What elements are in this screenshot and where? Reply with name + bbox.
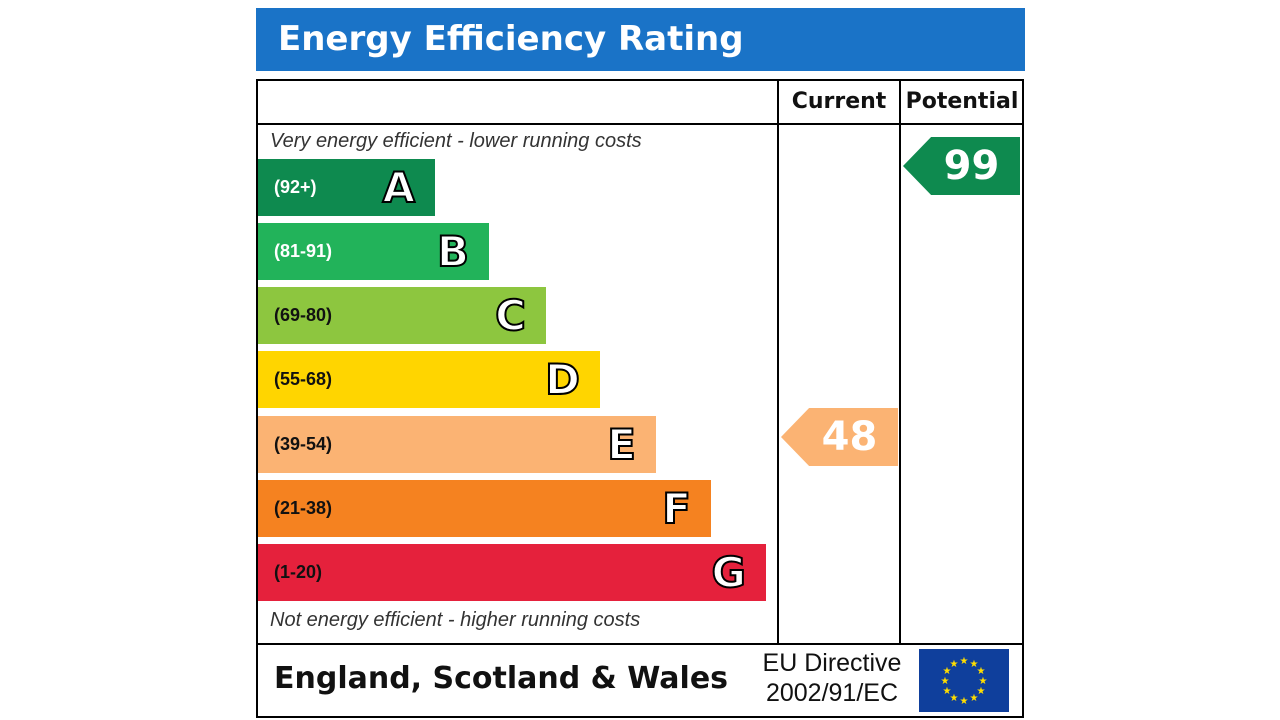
- footer-directive: EU Directive 2002/91/EC: [752, 648, 912, 708]
- note-top: Very energy efficient - lower running co…: [270, 130, 642, 152]
- band-a: (92+) A: [258, 159, 435, 216]
- column-header-current: Current: [791, 89, 887, 114]
- eu-flag-stars: ★ ★★ ★★★ ★★★ ★★★: [941, 656, 988, 707]
- band-d: (55-68) D: [258, 351, 600, 408]
- svg-text:★: ★: [979, 676, 988, 687]
- svg-text:★: ★: [960, 656, 969, 667]
- potential-rating-arrow: 99: [903, 137, 1020, 195]
- column-header-potential: Potential: [905, 89, 1019, 114]
- band-range-label: (81-91): [274, 241, 333, 261]
- svg-text:★: ★: [970, 693, 979, 704]
- svg-text:★: ★: [977, 666, 986, 677]
- header-row-divider: [256, 123, 1024, 125]
- band-letter: A: [381, 162, 415, 213]
- band-range-label: (39-54): [274, 434, 333, 454]
- svg-text:★: ★: [977, 686, 986, 697]
- band-g: (1-20) G: [258, 544, 766, 601]
- svg-text:★: ★: [943, 686, 952, 697]
- divider-current: [777, 79, 779, 645]
- current-rating-arrow: 48: [781, 408, 898, 466]
- footer-country: England, Scotland & Wales: [274, 661, 729, 696]
- rating-frame: [256, 79, 1024, 718]
- svg-text:★: ★: [970, 659, 979, 670]
- svg-text:★: ★: [943, 666, 952, 677]
- band-range-label: (21-38): [274, 498, 333, 518]
- band-f: (21-38) F: [258, 480, 711, 537]
- svg-text:★: ★: [960, 696, 969, 707]
- eu-flag-icon: ★ ★ ★ ★ ★ ★ ★ ★ ★ ★ ★ ★: [919, 649, 1009, 712]
- svg-text:★: ★: [941, 676, 950, 687]
- footer-divider: [256, 643, 1024, 645]
- directive-line-2: 2002/91/EC: [765, 679, 899, 707]
- band-e: (39-54) E: [258, 416, 656, 473]
- band-c: (69-80) C: [258, 287, 546, 344]
- band-range-label: (55-68): [274, 369, 333, 389]
- note-bottom: Not energy efficient - higher running co…: [270, 609, 641, 631]
- band-letter: B: [436, 226, 470, 277]
- band-letter: F: [661, 483, 692, 534]
- band-range-label: (92+): [274, 177, 317, 197]
- band-range-label: (1-20): [274, 562, 323, 582]
- band-letter: C: [494, 290, 527, 341]
- divider-potential: [899, 79, 901, 645]
- band-letter: E: [606, 419, 637, 470]
- band-b: (81-91) B: [258, 223, 489, 280]
- current-rating-value: 48: [821, 414, 878, 460]
- svg-text:★: ★: [950, 693, 959, 704]
- directive-line-1: EU Directive: [762, 649, 902, 677]
- band-range-label: (69-80): [274, 305, 333, 325]
- band-letter: D: [544, 354, 581, 405]
- svg-text:★: ★: [950, 659, 959, 670]
- band-letter: G: [711, 547, 748, 598]
- chart-title: Energy Efficiency Rating: [256, 8, 1025, 71]
- potential-rating-value: 99: [943, 143, 1000, 189]
